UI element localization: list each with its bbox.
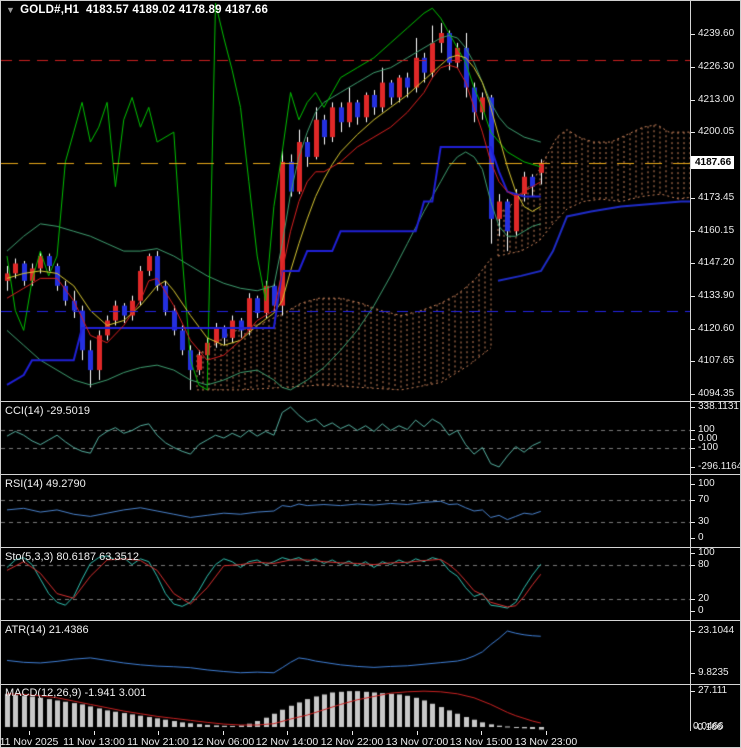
price-tick-label: 4226.30 bbox=[698, 61, 735, 72]
indicator-tick-label: 0 bbox=[698, 532, 704, 543]
time-axis-tick bbox=[287, 731, 288, 735]
panel-separator[interactable] bbox=[1, 547, 740, 548]
panel-separator[interactable] bbox=[1, 620, 740, 621]
indicator-tick-label: 0.00 bbox=[698, 433, 718, 444]
axis-tick bbox=[691, 231, 695, 232]
time-tick-label: 11 Nov 2025 bbox=[0, 736, 59, 748]
time-axis-tick bbox=[223, 731, 224, 735]
axis-tick bbox=[691, 407, 695, 408]
overlapping-axis-label: 0.0466 bbox=[693, 721, 724, 732]
price-tick-label: 4147.20 bbox=[698, 257, 735, 268]
panel-separator[interactable] bbox=[1, 474, 740, 475]
axis-tick bbox=[691, 296, 695, 297]
axis-tick bbox=[691, 565, 695, 566]
axis-tick bbox=[691, 263, 695, 264]
ohlc-readout: 4183.57 4189.02 4178.89 4187.66 bbox=[86, 4, 269, 16]
axis-tick bbox=[691, 448, 695, 449]
price-tick-label: 4120.60 bbox=[698, 323, 735, 334]
time-tick-label: 11 Nov 13:00 bbox=[63, 736, 125, 748]
price-tick-label: 4160.15 bbox=[698, 225, 735, 236]
axis-tick bbox=[691, 100, 695, 101]
price-tick-label: 4173.45 bbox=[698, 192, 735, 203]
price-tick-label: 4107.65 bbox=[698, 355, 735, 366]
axis-tick bbox=[691, 500, 695, 501]
atr-panel-canvas[interactable] bbox=[1, 622, 690, 684]
chart-title: ▼ GOLD#,H1 4183.57 4189.02 4178.89 4187.6… bbox=[6, 4, 268, 16]
time-tick-label: 12 Nov 14:00 bbox=[255, 736, 319, 748]
panel-separator[interactable] bbox=[1, 401, 740, 402]
indicator-tick-label: 70 bbox=[698, 494, 710, 505]
time-axis-tick bbox=[94, 731, 95, 735]
indicator-tick-label: 0 bbox=[698, 605, 704, 616]
axis-tick bbox=[691, 67, 695, 68]
time-axis-tick bbox=[481, 731, 482, 735]
time-axis-tick bbox=[29, 731, 30, 735]
price-tick-label: 4213.00 bbox=[698, 94, 735, 105]
indicator-tick-label: 30 bbox=[698, 516, 710, 527]
indicator-tick-label: 100 bbox=[698, 478, 715, 489]
time-tick-label: 13 Nov 23:00 bbox=[514, 736, 578, 748]
main-chart-canvas[interactable] bbox=[1, 1, 690, 401]
cci-indicator-label: CCI(14) -29.5019 bbox=[5, 405, 90, 417]
indicator-tick-label: 20 bbox=[698, 593, 710, 604]
axis-tick bbox=[691, 430, 695, 431]
price-tick-label: 4133.90 bbox=[698, 290, 735, 301]
axis-tick bbox=[691, 198, 695, 199]
time-axis[interactable]: 11 Nov 2025 11 Nov 13:00 11 Nov 21:00 12 No… bbox=[0, 731, 740, 748]
axis-tick bbox=[691, 467, 695, 468]
axis-tick bbox=[691, 538, 695, 539]
axis-tick bbox=[691, 394, 695, 395]
indicator-tick-label: 100 bbox=[698, 547, 715, 558]
axis-tick bbox=[691, 439, 695, 440]
axis-tick bbox=[691, 611, 695, 612]
axis-tick bbox=[691, 132, 695, 133]
atr-indicator-label: ATR(14) 21.4386 bbox=[5, 624, 89, 636]
indicator-tick-label: 80 bbox=[698, 559, 710, 570]
time-tick-label: 11 Nov 21:00 bbox=[127, 736, 189, 748]
time-axis-tick bbox=[546, 731, 547, 735]
indicator-tick-label: 338.1131 bbox=[698, 401, 739, 412]
indicator-tick-label: 9.8235 bbox=[698, 667, 729, 678]
time-tick-label: 12 Nov 06:00 bbox=[191, 736, 255, 748]
symbol-timeframe-label: GOLD#,H1 bbox=[20, 4, 80, 16]
price-tick-label: 4200.05 bbox=[698, 126, 735, 137]
cci-panel-canvas[interactable] bbox=[1, 403, 690, 474]
time-tick-label: 12 Nov 22:00 bbox=[320, 736, 384, 748]
axis-tick bbox=[691, 329, 695, 330]
overlapping-axis-label: -0.166 bbox=[694, 722, 723, 733]
indicator-tick-label: 23.1044 bbox=[698, 625, 735, 636]
time-tick-label: 13 Nov 07:00 bbox=[385, 736, 449, 748]
time-axis-tick bbox=[417, 731, 418, 735]
time-axis-tick bbox=[158, 731, 159, 735]
current-price-tag: 4187.66 bbox=[691, 156, 735, 169]
axis-tick bbox=[691, 361, 695, 362]
rsi-indicator-label: RSI(14) 49.2790 bbox=[5, 478, 86, 490]
indicator-tick-label: 100 bbox=[698, 424, 715, 435]
time-tick-label: 13 Nov 15:00 bbox=[449, 736, 513, 748]
axis-tick bbox=[691, 34, 695, 35]
indicator-tick-label: 27.111 bbox=[698, 685, 728, 696]
axis-tick bbox=[691, 484, 695, 485]
macd-panel-canvas[interactable] bbox=[1, 685, 690, 731]
axis-tick bbox=[691, 631, 695, 632]
panel-separator[interactable] bbox=[1, 684, 740, 685]
indicator-tick-label: -296.1164 bbox=[698, 461, 741, 472]
stochastic-panel-canvas[interactable] bbox=[1, 549, 690, 620]
axis-tick bbox=[691, 673, 695, 674]
symbol-dropdown-icon[interactable]: ▼ bbox=[6, 5, 16, 15]
time-axis-tick bbox=[352, 731, 353, 735]
price-tick-label: 4239.60 bbox=[698, 28, 735, 39]
rsi-panel-canvas[interactable] bbox=[1, 476, 690, 547]
axis-tick bbox=[691, 691, 695, 692]
indicator-tick-label: -100 bbox=[698, 442, 719, 453]
axis-tick bbox=[691, 522, 695, 523]
price-tick-label: 4094.35 bbox=[698, 388, 735, 399]
axis-tick bbox=[691, 553, 695, 554]
axis-divider-line bbox=[690, 1, 691, 731]
stochastic-indicator-label: Sto(5,3,3) 80.6187 63.3512 bbox=[5, 551, 139, 563]
macd-indicator-label: MACD(12,26,9) -1.941 3.001 bbox=[5, 687, 147, 699]
axis-tick bbox=[691, 599, 695, 600]
